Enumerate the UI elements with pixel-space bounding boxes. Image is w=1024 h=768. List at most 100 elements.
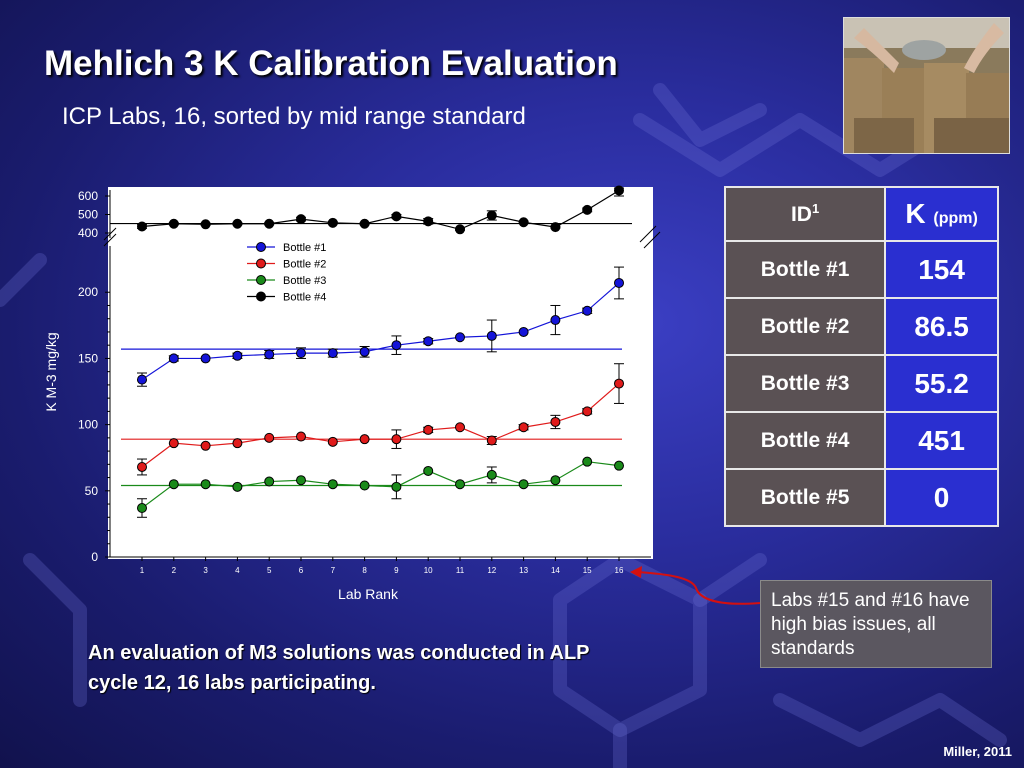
legend-label: Bottle #2 xyxy=(283,259,326,271)
data-point-series-3 xyxy=(137,503,147,514)
data-point-series-2 xyxy=(168,438,179,449)
x-tick-label: 7 xyxy=(331,566,336,575)
data-point-series-1 xyxy=(359,346,370,357)
data-point-series-1 xyxy=(232,350,243,361)
legend-label: Bottle #3 xyxy=(283,275,326,287)
x-tick-label: 12 xyxy=(487,566,496,575)
table-header-k-unit: (ppm) xyxy=(933,210,978,227)
table-cell-k: 154 xyxy=(884,240,999,299)
data-point-series-3 xyxy=(550,475,561,486)
x-tick-label: 16 xyxy=(615,566,624,575)
series-line-1 xyxy=(141,282,620,381)
data-point-series-4 xyxy=(327,217,338,228)
legend-marker xyxy=(256,242,266,252)
legend-marker xyxy=(256,258,266,269)
callout-high-bias: Labs #15 and #16 have high bias issues, … xyxy=(760,580,992,668)
legend-label: Bottle #4 xyxy=(283,292,326,304)
y-tick-label: 150 xyxy=(78,351,98,365)
data-point-series-4 xyxy=(264,218,275,229)
data-point-series-4 xyxy=(359,218,370,229)
table-header-id-text: ID xyxy=(790,203,812,226)
data-point-series-1 xyxy=(327,348,338,359)
data-point-series-1 xyxy=(486,330,497,341)
table-header-k-text: K xyxy=(905,198,926,229)
table-cell-id: Bottle #4 xyxy=(723,411,887,470)
table-row: Bottle #3 55.2 xyxy=(723,354,999,413)
table-cell-id: Bottle #2 xyxy=(723,297,887,356)
data-point-series-1 xyxy=(550,315,561,326)
data-point-series-2 xyxy=(200,440,211,451)
data-point-series-2 xyxy=(327,436,338,447)
table-header-k: K (ppm) xyxy=(884,186,999,242)
bottle-k-table: ID1 K (ppm) Bottle #1 154 Bottle #2 86.5… xyxy=(723,186,999,527)
data-point-series-4 xyxy=(486,210,497,221)
data-point-series-3 xyxy=(518,479,529,490)
table-cell-k: 0 xyxy=(884,468,999,527)
data-point-series-1 xyxy=(391,340,402,351)
table-cell-id: Bottle #1 xyxy=(723,240,887,299)
data-point-series-1 xyxy=(614,277,624,288)
x-tick-label: 6 xyxy=(299,566,304,575)
table-cell-k: 451 xyxy=(884,411,999,470)
data-point-series-1 xyxy=(296,348,306,359)
legend-label: Bottle #1 xyxy=(283,242,326,254)
data-point-series-1 xyxy=(455,332,465,343)
legend-marker xyxy=(256,275,266,285)
y-axis-label: K M-3 mg/kg xyxy=(43,332,59,411)
data-point-series-4 xyxy=(232,218,243,229)
y-tick-label: 100 xyxy=(78,418,98,432)
data-point-series-3 xyxy=(200,479,211,490)
table-header-id: ID1 xyxy=(723,186,887,242)
data-point-series-2 xyxy=(296,431,306,442)
axis-break-mark xyxy=(643,231,661,249)
legend-marker xyxy=(256,291,266,302)
table-cell-id: Bottle #3 xyxy=(723,354,887,413)
data-point-series-1 xyxy=(137,374,147,385)
y-tick-label: 200 xyxy=(78,285,98,299)
data-point-series-3 xyxy=(582,456,593,467)
data-point-series-1 xyxy=(200,353,211,364)
slide-title: Mehlich 3 K Calibration Evaluation xyxy=(44,44,618,83)
x-tick-label: 11 xyxy=(456,566,465,575)
x-axis-label: Lab Rank xyxy=(338,586,399,602)
data-point-series-2 xyxy=(359,434,370,445)
x-tick-label: 5 xyxy=(267,566,272,575)
y-tick-label-upper: 400 xyxy=(78,226,98,240)
data-point-series-4 xyxy=(296,214,306,225)
data-point-series-4 xyxy=(391,211,402,222)
series-line-3 xyxy=(141,461,620,509)
data-point-series-1 xyxy=(264,349,275,360)
credit-text: Miller, 2011 xyxy=(943,744,1012,759)
y-tick-label: 50 xyxy=(85,484,99,498)
data-point-series-4 xyxy=(168,218,179,229)
data-point-series-4 xyxy=(200,219,211,230)
data-point-series-3 xyxy=(391,481,402,492)
data-point-series-2 xyxy=(486,435,497,446)
table-cell-k: 86.5 xyxy=(884,297,999,356)
x-tick-label: 8 xyxy=(362,566,367,575)
x-tick-label: 14 xyxy=(551,566,560,575)
data-point-series-1 xyxy=(423,336,434,347)
data-point-series-4 xyxy=(582,204,593,215)
data-point-series-4 xyxy=(137,221,147,232)
table-row: Bottle #4 451 xyxy=(723,411,999,470)
data-point-series-3 xyxy=(296,475,306,486)
data-point-series-4 xyxy=(550,222,561,233)
data-point-series-2 xyxy=(582,406,593,417)
data-point-series-3 xyxy=(614,460,624,471)
y-tick-label: 0 xyxy=(91,550,98,564)
y-tick-label-upper: 500 xyxy=(78,208,98,222)
data-point-series-1 xyxy=(168,353,179,364)
table-cell-id: Bottle #5 xyxy=(723,468,887,527)
data-point-series-2 xyxy=(391,434,402,445)
table-row: Bottle #1 154 xyxy=(723,240,999,299)
data-point-series-3 xyxy=(168,479,179,490)
data-point-series-4 xyxy=(614,185,624,196)
data-point-series-2 xyxy=(518,422,529,433)
data-point-series-1 xyxy=(582,305,593,316)
data-point-series-3 xyxy=(327,479,338,490)
data-point-series-4 xyxy=(455,224,465,235)
